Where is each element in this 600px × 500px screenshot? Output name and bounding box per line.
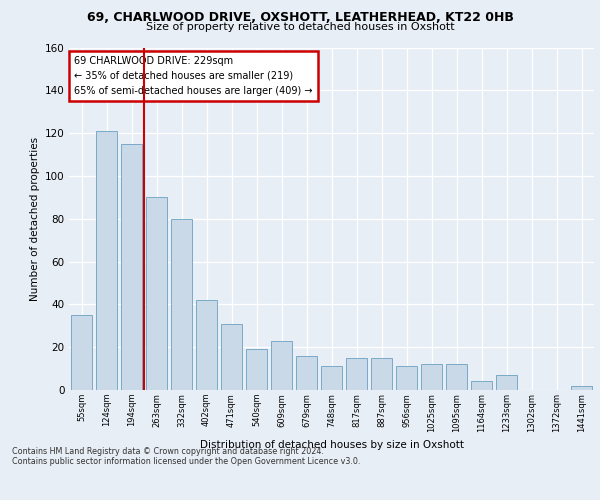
Bar	[271, 341, 292, 390]
Bar	[121, 144, 142, 390]
Bar	[421, 364, 442, 390]
Text: Contains HM Land Registry data © Crown copyright and database right 2024.: Contains HM Land Registry data © Crown c…	[12, 448, 324, 456]
Bar	[571, 386, 592, 390]
Bar	[196, 300, 217, 390]
Bar	[296, 356, 317, 390]
Bar	[71, 315, 92, 390]
Text: Contains public sector information licensed under the Open Government Licence v3: Contains public sector information licen…	[12, 458, 361, 466]
X-axis label: Distribution of detached houses by size in Oxshott: Distribution of detached houses by size …	[199, 440, 464, 450]
Bar	[446, 364, 467, 390]
Bar	[171, 219, 192, 390]
Text: Size of property relative to detached houses in Oxshott: Size of property relative to detached ho…	[146, 22, 454, 32]
Bar	[396, 366, 417, 390]
Y-axis label: Number of detached properties: Number of detached properties	[29, 136, 40, 301]
Bar	[221, 324, 242, 390]
Bar	[321, 366, 342, 390]
Bar	[496, 375, 517, 390]
Bar	[346, 358, 367, 390]
Text: 69 CHARLWOOD DRIVE: 229sqm
← 35% of detached houses are smaller (219)
65% of sem: 69 CHARLWOOD DRIVE: 229sqm ← 35% of deta…	[74, 56, 313, 96]
Bar	[471, 382, 492, 390]
Bar	[246, 350, 267, 390]
Text: 69, CHARLWOOD DRIVE, OXSHOTT, LEATHERHEAD, KT22 0HB: 69, CHARLWOOD DRIVE, OXSHOTT, LEATHERHEA…	[86, 11, 514, 24]
Bar	[96, 131, 117, 390]
Bar	[146, 198, 167, 390]
Bar	[371, 358, 392, 390]
